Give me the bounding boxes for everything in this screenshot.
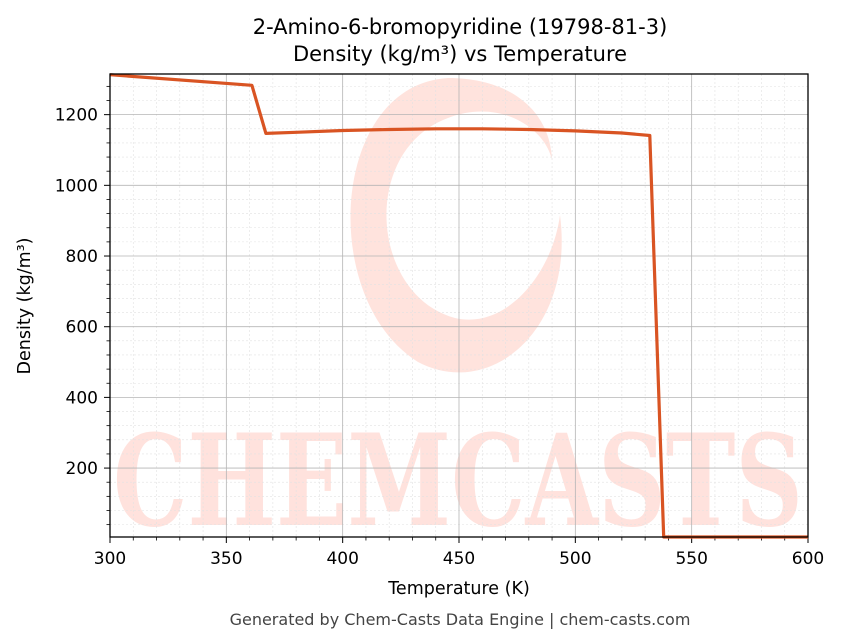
y-tick-label: 800 — [66, 247, 98, 267]
y-tick-label: 1000 — [55, 176, 98, 196]
watermark: CHEMCASTS — [113, 78, 803, 555]
plot-frame — [109, 73, 809, 538]
chart-title: 2-Amino-6-bromopyridine (19798-81-3) — [253, 15, 668, 39]
y-tick-label: 400 — [66, 388, 98, 408]
x-tick-label: 300 — [94, 549, 126, 569]
x-tick-label: 450 — [443, 549, 475, 569]
watermark-text: CHEMCASTS — [113, 407, 803, 555]
footer-credit: Generated by Chem-Casts Data Engine | ch… — [230, 610, 691, 629]
y-axis-label: Density (kg/m³) — [15, 238, 35, 375]
x-tick-label: 550 — [675, 549, 707, 569]
chart-subtitle: Density (kg/m³) vs Temperature — [293, 42, 627, 66]
x-tick-label: 600 — [792, 549, 824, 569]
y-tick-label: 600 — [66, 318, 98, 338]
x-axis-label: Temperature (K) — [387, 579, 530, 599]
x-tick-label: 500 — [559, 549, 591, 569]
x-tick-label: 350 — [210, 549, 242, 569]
y-tick-label: 200 — [66, 459, 98, 479]
y-tick-label: 1200 — [55, 106, 98, 126]
tick-labels: 300 350 400 450 500 550 600 200 400 600 800 1000 120… — [55, 106, 824, 569]
watermark-logo-swirl — [350, 78, 562, 373]
x-tick-label: 400 — [326, 549, 358, 569]
